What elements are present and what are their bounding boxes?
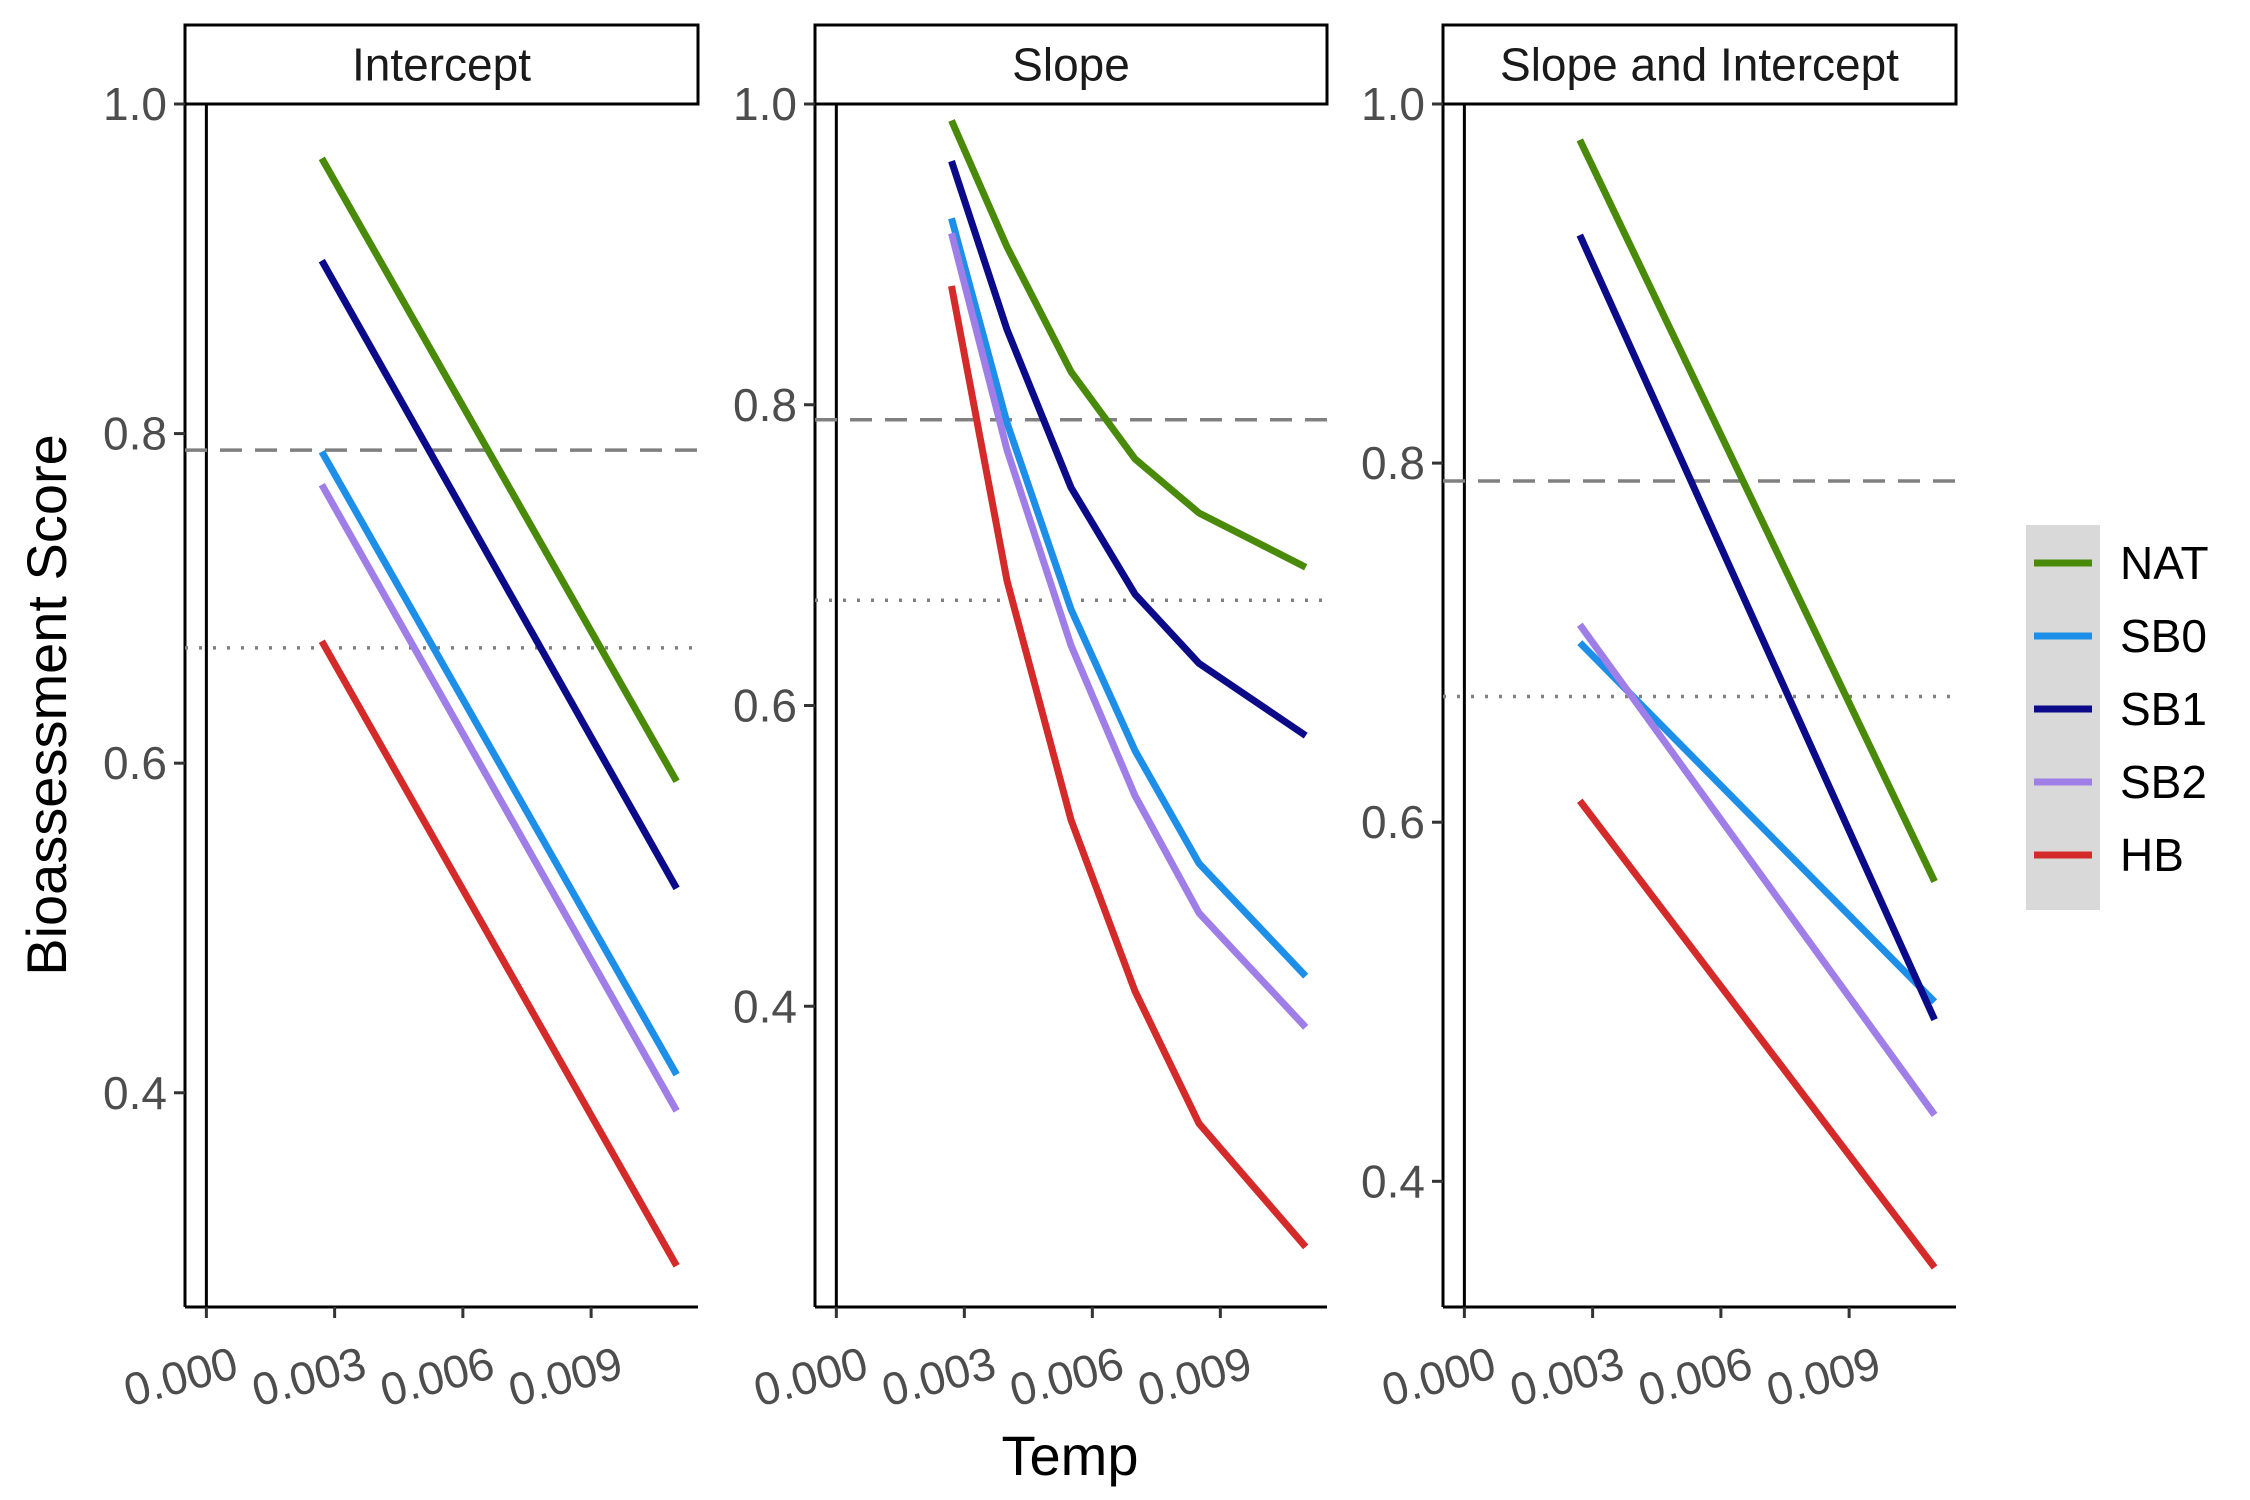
series-line-sb0 xyxy=(948,217,1309,979)
strip-label: Intercept xyxy=(352,39,531,91)
y-tick-label: 1.0 xyxy=(1361,78,1425,130)
y-axis-title: Bioassessment Score xyxy=(15,434,78,976)
series-line-hb xyxy=(318,639,680,1268)
y-tick-label: 0.8 xyxy=(733,379,797,431)
y-tick-label: 0.6 xyxy=(733,680,797,732)
x-tick-label: 0.006 xyxy=(375,1336,500,1416)
x-tick-label: 0.009 xyxy=(503,1336,628,1416)
y-tick-label: 0.4 xyxy=(1361,1155,1425,1207)
x-tick-label: 0.006 xyxy=(1004,1336,1129,1416)
panel-2: Slope 0.4 0.6 0.8 1.0 0.000 0.003 0.006 0.009 xyxy=(733,23,1329,1416)
legend-label-nat: NAT xyxy=(2120,537,2209,589)
series-line-nat xyxy=(948,119,1308,571)
strip-box xyxy=(813,23,1329,106)
series-line-nat xyxy=(1576,138,1938,884)
y-tick-label: 1.0 xyxy=(733,78,797,130)
legend: NAT SB0 SB1 SB2 HB xyxy=(2026,525,2209,910)
series-line-sb1 xyxy=(948,160,1308,739)
x-tick-label: 0.006 xyxy=(1633,1336,1758,1416)
series-line-nat xyxy=(318,156,680,784)
panel-1: Intercept 0.4 0.6 0.8 1.0 0.000 0.003 0.006 0.00… xyxy=(103,23,700,1416)
series-line-sb1 xyxy=(1576,233,1938,1022)
series-line-sb2 xyxy=(1576,622,1938,1117)
strip-label: Slope xyxy=(1012,39,1130,91)
x-tick-label: 0.000 xyxy=(1376,1336,1501,1416)
series-line-hb xyxy=(1577,798,1938,1270)
y-tick-label: 0.4 xyxy=(103,1067,167,1119)
legend-key-background xyxy=(2026,525,2100,910)
legend-label-hb: HB xyxy=(2120,829,2184,881)
x-tick-label: 0.000 xyxy=(748,1336,873,1416)
x-tick-label: 0.009 xyxy=(1761,1336,1886,1416)
strip-box xyxy=(1441,23,1958,106)
series-line-sb1 xyxy=(318,258,680,891)
x-tick-label: 0.003 xyxy=(247,1336,372,1416)
x-axis-title: Temp xyxy=(1002,1424,1139,1487)
y-tick-label: 0.6 xyxy=(103,737,167,789)
y-tick-label: 1.0 xyxy=(103,78,167,130)
y-tick-label: 0.8 xyxy=(103,408,167,460)
series-line-sb2 xyxy=(948,232,1309,1030)
series-line-sb2 xyxy=(318,482,680,1113)
y-tick-label: 0.8 xyxy=(1361,437,1425,489)
x-tick-label: 0.000 xyxy=(118,1336,243,1416)
strip-box xyxy=(183,23,700,106)
x-tick-label: 0.003 xyxy=(1505,1336,1630,1416)
y-tick-label: 0.6 xyxy=(1361,796,1425,848)
series-line-sb0 xyxy=(318,449,680,1077)
legend-label-sb0: SB0 xyxy=(2120,610,2207,662)
strip-label: Slope and Intercept xyxy=(1500,39,1899,91)
series-line-hb xyxy=(948,285,1309,1250)
legend-label-sb1: SB1 xyxy=(2120,683,2207,735)
legend-label-sb2: SB2 xyxy=(2120,756,2207,808)
y-tick-label: 0.4 xyxy=(733,980,797,1032)
x-tick-label: 0.009 xyxy=(1132,1336,1257,1416)
x-tick-label: 0.003 xyxy=(876,1336,1001,1416)
